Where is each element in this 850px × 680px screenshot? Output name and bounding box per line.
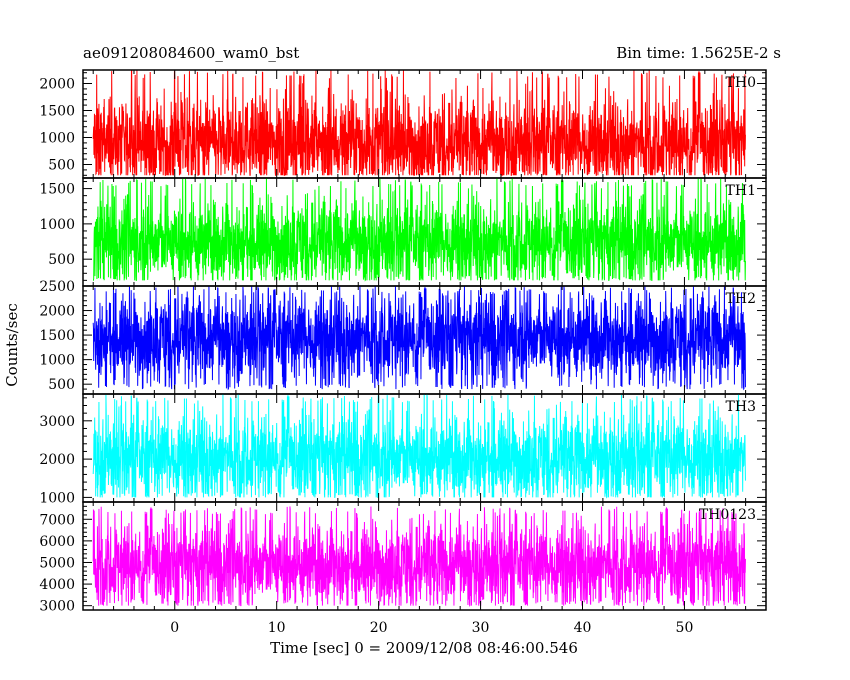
panel-th0123: 3000 4000 5000 6000 7000 TH0123 0 10 20 30 40 50 <box>39 501 767 636</box>
y-tick-label: 500 <box>48 158 75 174</box>
bin-time-label: Bin time: 1.5625E-2 s <box>616 44 781 62</box>
series-line-th2 <box>92 286 746 391</box>
y-tick-label: 4000 <box>39 577 75 593</box>
y-axis-label: Counts/sec <box>3 303 21 387</box>
series-line-th3 <box>92 394 746 499</box>
x-tick-label: 10 <box>268 620 286 636</box>
panel-label-th2: TH2 <box>726 291 756 307</box>
series-line-th0 <box>92 70 746 177</box>
x-tick-label: 50 <box>676 620 694 636</box>
series-line-th1 <box>92 178 746 282</box>
y-tick-label: 1000 <box>39 217 75 233</box>
y-tick-label: 500 <box>48 377 75 393</box>
y-tick-label: 5000 <box>39 555 75 571</box>
y-tick-label: 1000 <box>39 353 75 369</box>
y-tick-label: 2000 <box>39 452 75 468</box>
panel-label-th3: TH3 <box>726 399 756 415</box>
y-tick-label: 1500 <box>39 104 75 120</box>
y-tick-label: 3000 <box>39 599 75 615</box>
y-tick-label: 3000 <box>39 414 75 430</box>
y-tick-label: 1000 <box>39 490 75 506</box>
panel-th0: 500 1000 1500 2000 TH0 <box>39 69 767 179</box>
y-tick-label: 2000 <box>39 77 75 93</box>
x-tick-label: 0 <box>170 620 179 636</box>
chart-title: ae091208084600_wam0_bst <box>83 44 299 62</box>
y-tick-label: 1500 <box>39 182 75 198</box>
panel-label-th0: TH0 <box>726 75 756 91</box>
y-tick-label: 7000 <box>39 512 75 528</box>
y-tick-label: 1500 <box>39 328 75 344</box>
y-tick-label: 2500 <box>39 279 75 295</box>
panel-frame <box>82 501 767 611</box>
panel-th1: 500 1000 1500 TH1 <box>39 177 767 287</box>
y-tick-label: 2000 <box>39 304 75 320</box>
panel-label-th1: TH1 <box>726 183 756 199</box>
y-tick-label: 500 <box>48 252 75 268</box>
y-tick-label: 6000 <box>39 534 75 550</box>
panel-label-th0123: TH0123 <box>699 507 756 523</box>
x-axis-label: Time [sec] 0 = 2009/12/08 08:46:00.546 <box>270 639 578 657</box>
x-tick-label: 30 <box>472 620 490 636</box>
series-line-th0123 <box>92 506 746 607</box>
x-tick-label: 20 <box>370 620 388 636</box>
x-tick-label: 40 <box>574 620 592 636</box>
y-tick-label: 1000 <box>39 131 75 147</box>
panel-th2: 500 1000 1500 2000 2500 TH2 <box>39 279 767 395</box>
panel-th3: 1000 2000 3000 TH3 <box>39 393 767 506</box>
